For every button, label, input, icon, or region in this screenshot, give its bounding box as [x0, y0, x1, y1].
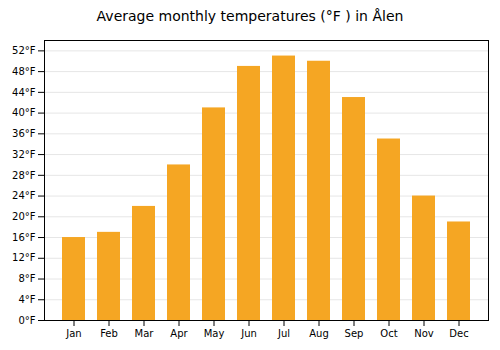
svg-text:48°F: 48°F — [12, 66, 36, 77]
svg-text:Sep: Sep — [345, 328, 364, 339]
svg-text:Nov: Nov — [414, 328, 434, 339]
svg-text:24°F: 24°F — [12, 190, 36, 201]
svg-text:Jun: Jun — [240, 328, 257, 339]
svg-text:12°F: 12°F — [12, 252, 36, 263]
svg-text:32°F: 32°F — [12, 149, 36, 160]
svg-text:0°F: 0°F — [18, 315, 35, 326]
svg-text:Jul: Jul — [277, 328, 290, 339]
svg-text:36°F: 36°F — [12, 128, 36, 139]
svg-text:4°F: 4°F — [18, 294, 35, 305]
svg-text:Dec: Dec — [449, 328, 468, 339]
svg-text:40°F: 40°F — [12, 107, 36, 118]
svg-text:8°F: 8°F — [18, 273, 35, 284]
svg-text:Aug: Aug — [309, 328, 329, 339]
svg-text:Jan: Jan — [65, 328, 81, 339]
svg-text:May: May — [204, 328, 225, 339]
svg-text:16°F: 16°F — [12, 232, 36, 243]
svg-text:20°F: 20°F — [12, 211, 36, 222]
html-text:Average monthly temperatures (: Average monthly temperatures (°F ) in Å​… — [96, 8, 404, 24]
svg-text:Feb: Feb — [100, 328, 118, 339]
svg-text:44°F: 44°F — [12, 87, 36, 98]
svg-text:28°F: 28°F — [12, 170, 36, 181]
svg-text:52°F: 52°F — [12, 45, 36, 56]
svg-text:Apr: Apr — [170, 328, 188, 339]
svg-text:Mar: Mar — [135, 328, 155, 339]
svg-text:Oct: Oct — [380, 328, 397, 339]
